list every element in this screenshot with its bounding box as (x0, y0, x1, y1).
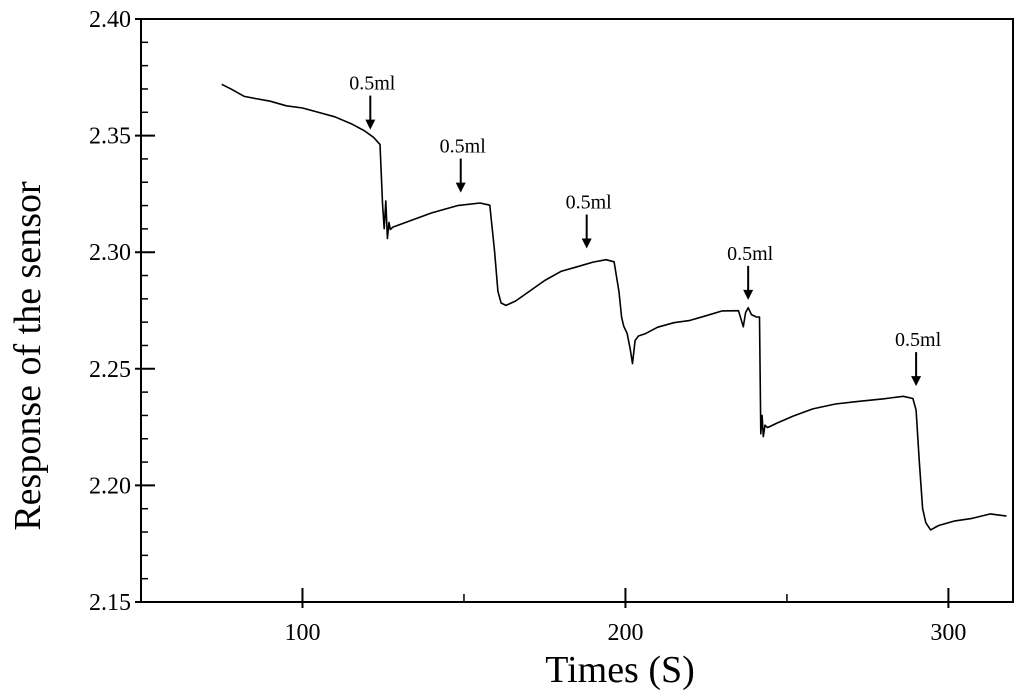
annotation-label: 0.5ml (727, 243, 774, 265)
x-axis-title: Times (S) (545, 649, 695, 691)
axis-tick-labels: 2.15 2.20 2.25 2.30 2.35 2.40 100 200 300 (89, 7, 966, 646)
y-tick-label: 2.20 (89, 473, 131, 499)
sensor-response-line (221, 83, 1007, 531)
x-tick-label: 300 (930, 620, 966, 646)
injection-annotation: 0.5ml (349, 73, 396, 130)
y-tick-label: 2.40 (89, 7, 131, 33)
x-tick-label: 100 (284, 620, 320, 646)
y-tick-label: 2.35 (89, 124, 131, 150)
arrow-down-icon (581, 238, 592, 249)
annotation-label: 0.5ml (566, 192, 613, 214)
arrow-down-icon (743, 289, 754, 300)
arrow-down-icon (455, 182, 466, 193)
injection-annotation: 0.5ml (566, 192, 613, 249)
plot-frame (140, 18, 1014, 603)
annotation-label: 0.5ml (349, 73, 396, 95)
injection-annotation: 0.5ml (895, 329, 942, 387)
y-axis-title: Response of the sensor (7, 181, 49, 531)
injection-annotations: 0.5ml 0.5ml 0.5ml 0.5ml 0.5ml (349, 73, 942, 387)
y-tick-label: 2.30 (89, 240, 131, 266)
annotation-label: 0.5ml (440, 136, 487, 158)
x-tick-label: 200 (607, 620, 643, 646)
data-series (221, 83, 1007, 531)
arrow-down-icon (365, 119, 376, 130)
y-tick-label: 2.25 (89, 357, 131, 383)
axis-ticks (135, 18, 950, 608)
arrow-down-icon (911, 376, 922, 387)
y-tick-label: 2.15 (89, 590, 131, 616)
injection-annotation: 0.5ml (440, 136, 487, 193)
annotation-label: 0.5ml (895, 329, 942, 351)
injection-annotation: 0.5ml (727, 243, 774, 300)
